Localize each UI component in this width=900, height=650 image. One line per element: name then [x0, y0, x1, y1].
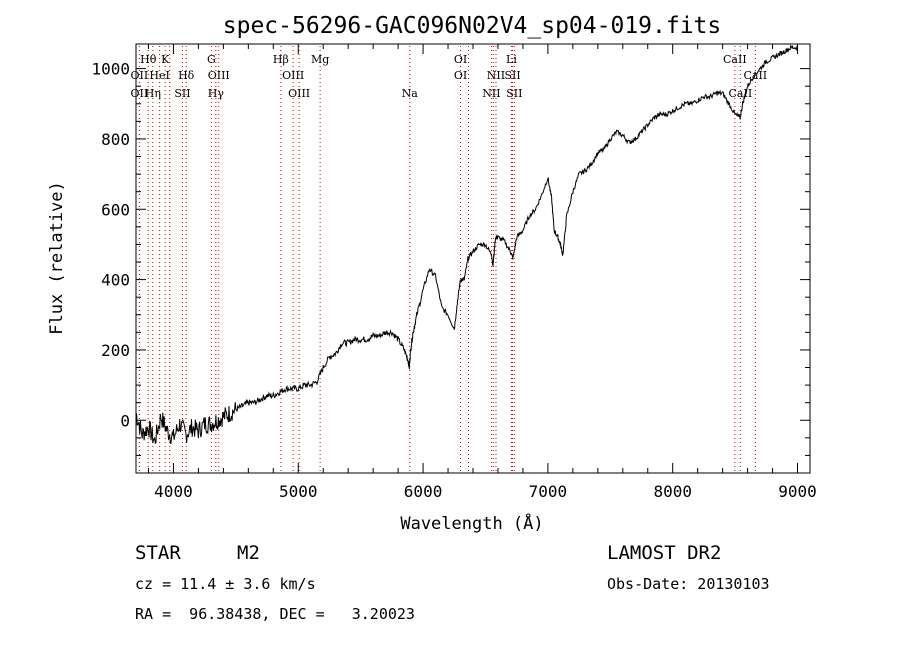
y-tick-label: 800 — [101, 130, 130, 149]
line-label: SII — [504, 69, 520, 82]
line-label: Li — [506, 53, 517, 66]
line-label: OIII — [288, 87, 310, 100]
line-label: Hβ — [273, 53, 289, 66]
line-label: CaII — [729, 87, 753, 100]
x-tick-label: 5000 — [279, 482, 318, 501]
spectral-subclass: M2 — [237, 542, 260, 564]
y-tick-label: 1000 — [91, 60, 130, 79]
spectrum-line — [135, 44, 798, 444]
line-label: SII — [174, 87, 190, 100]
survey-name: LAMOST DR2 — [607, 542, 722, 564]
line-label: OII — [131, 87, 149, 100]
y-axis-label: Flux (relative) — [47, 181, 67, 335]
line-label: Na — [402, 87, 419, 100]
line-label: Hη — [145, 87, 161, 100]
velocity-readout: cz = 11.4 ± 3.6 km/s — [135, 575, 316, 593]
line-label: SII — [506, 87, 522, 100]
line-label: OI — [454, 69, 467, 82]
line-label: OI — [454, 53, 467, 66]
line-label: Hθ — [140, 53, 157, 66]
marker-lines — [138, 46, 756, 471]
x-axis-label: Wavelength (Å) — [400, 512, 543, 534]
x-tick-label: 8000 — [653, 482, 692, 501]
y-tick-label: 0 — [120, 411, 130, 430]
object-type: STAR — [135, 542, 181, 564]
line-label: Hδ — [178, 69, 195, 82]
y-tick-label: 600 — [101, 200, 130, 219]
line-label: NII — [487, 69, 505, 82]
x-tick-label: 7000 — [529, 482, 568, 501]
line-label: K — [161, 53, 170, 66]
line-label: CaII — [743, 69, 767, 82]
line-label: Hγ — [208, 87, 225, 100]
line-label: OIII — [282, 69, 304, 82]
axis-ticks: 4000 5000 6000 7000 8000 9000 0 200 400 600 800 100… — [91, 44, 817, 501]
line-label: OIII — [208, 69, 230, 82]
y-tick-label: 400 — [101, 271, 130, 290]
line-label: OII — [131, 69, 149, 82]
coordinates: RA = 96.38438, DEC = 3.20023 — [135, 605, 415, 623]
line-label: G — [207, 53, 216, 66]
y-tick-label: 200 — [101, 341, 130, 360]
obs-date: Obs-Date: 20130103 — [607, 575, 770, 593]
chart-title: spec-56296-GAC096N02V4_sp04-019.fits — [223, 13, 722, 39]
line-label: CaII — [723, 53, 747, 66]
x-tick-label: 9000 — [778, 482, 817, 501]
line-label: HeI — [149, 69, 169, 82]
x-tick-label: 6000 — [404, 482, 443, 501]
line-label: Mg — [311, 53, 329, 66]
spectrum-series — [135, 44, 798, 444]
x-tick-label: 4000 — [154, 482, 193, 501]
line-label: NII — [482, 87, 500, 100]
